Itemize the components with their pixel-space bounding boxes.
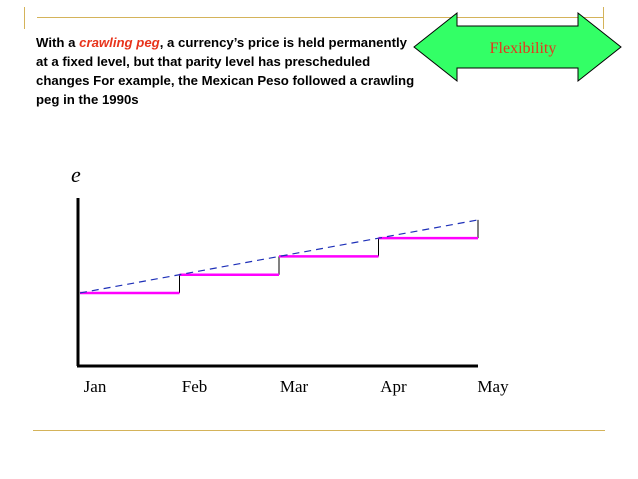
x-tick-label: Mar (280, 377, 309, 396)
x-tick-label: Jan (84, 377, 107, 396)
x-tick-label: May (477, 377, 509, 396)
flexibility-badge: Flexibility (413, 11, 622, 83)
x-tick-label: Feb (182, 377, 208, 396)
double-arrow-icon (413, 11, 622, 83)
slide-caption: With a crawling peg, a currency’s price … (36, 33, 416, 109)
left-accent-rule (24, 7, 25, 29)
caption-lead: With a (36, 35, 80, 50)
caption-term: crawling peg (79, 35, 160, 50)
x-tick-label: Apr (380, 377, 407, 396)
bottom-rule (33, 430, 605, 431)
right-accent-rule (603, 7, 604, 29)
flexibility-label: Flexibility (490, 40, 557, 57)
trend-line (79, 219, 479, 294)
y-axis-label: e (71, 162, 81, 187)
top-rule (37, 17, 603, 18)
caption-rest: , a currency’s price is held permanently… (36, 35, 415, 107)
